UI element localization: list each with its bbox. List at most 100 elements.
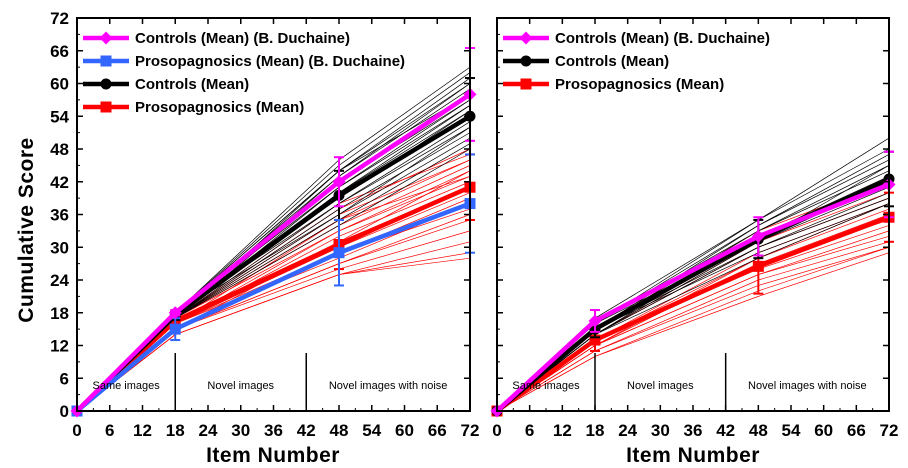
individual-control-line	[76, 126, 471, 412]
x-tick-label: 24	[199, 421, 218, 440]
y-tick-label: 18	[50, 304, 69, 323]
x-tick-label: 30	[651, 421, 670, 440]
individual-control-line	[76, 110, 471, 412]
legend-label: Controls (Mean)	[555, 53, 669, 70]
x-tick-label: 60	[395, 421, 414, 440]
individual-prosopagnosic-line	[76, 148, 471, 412]
y-tick-label: 54	[50, 107, 69, 126]
section-label: Novel images	[207, 380, 274, 392]
y-tick-label: 30	[50, 238, 69, 257]
individual-control-line	[496, 186, 890, 412]
y-tick-label: 66	[50, 42, 69, 61]
x-tick-label: 6	[525, 421, 534, 440]
individual-control-line	[76, 148, 471, 412]
y-tick-label: 0	[60, 402, 69, 421]
x-tick-label: 42	[716, 421, 735, 440]
legend-entry: Controls (Mean) (B. Duchaine)	[83, 30, 350, 47]
section-label: Novel images with noise	[748, 380, 867, 392]
y-tick-label: 48	[50, 140, 69, 159]
left-chart-panel: Same images Novel images Novel images with…	[50, 9, 479, 440]
y-tick-label: 12	[50, 337, 69, 356]
data-point	[751, 229, 765, 243]
x-tick-label: 6	[105, 421, 114, 440]
series-line-controls-mean	[75, 114, 472, 413]
legend-label: Prosopagnosics (Mean)	[135, 99, 304, 116]
series-line-prosopagnosics-mean-b-duchaine	[75, 201, 471, 413]
legend-label: Prosopagnosics (Mean)	[555, 76, 724, 93]
individual-prosopagnosic-line	[76, 170, 471, 412]
data-point	[588, 314, 602, 328]
x-tick-label: 42	[297, 421, 316, 440]
section-label: Novel images with noise	[329, 380, 448, 392]
legend-entry: Controls (Mean) (B. Duchaine)	[503, 30, 770, 47]
data-point	[752, 260, 764, 272]
x-axis-title-left: Item Number	[206, 444, 340, 467]
x-tick-label: 72	[461, 421, 480, 440]
legend-swatch-marker	[519, 31, 533, 45]
legend-label: Controls (Mean)	[135, 76, 249, 93]
individual-prosopagnosic-line	[496, 246, 890, 412]
legend-entry: Prosopagnosics (Mean)	[503, 76, 724, 93]
x-tick-label: 54	[782, 421, 801, 440]
x-tick-label: 36	[264, 421, 283, 440]
individual-control-line	[76, 115, 471, 412]
x-tick-label: 54	[362, 421, 381, 440]
individual-prosopagnosic-line	[496, 252, 890, 412]
individual-prosopagnosic-line	[76, 181, 471, 412]
individual-control-line	[496, 165, 890, 412]
y-tick-label: 36	[50, 206, 69, 225]
individual-prosopagnosic-line	[76, 170, 471, 412]
x-tick-label: 12	[553, 421, 572, 440]
section-label: Novel images	[627, 380, 694, 392]
series-line-controls-mean-b-duchaine	[495, 182, 890, 413]
individual-control-line	[496, 165, 890, 412]
legend-entry: Prosopagnosics (Mean) (B. Duchaine)	[83, 53, 405, 70]
x-tick-label: 18	[586, 421, 605, 440]
x-tick-label: 66	[428, 421, 447, 440]
x-tick-label: 12	[133, 421, 152, 440]
legend-entry: Prosopagnosics (Mean)	[83, 99, 304, 116]
data-point	[589, 334, 601, 346]
x-axis-title-right: Item Number	[626, 444, 760, 467]
legend-label: Prosopagnosics (Mean) (B. Duchaine)	[135, 53, 405, 70]
section-label: Same images	[512, 380, 580, 392]
series-line-controls-mean-b-duchaine	[75, 92, 472, 413]
individual-prosopagnosic-line	[76, 165, 471, 412]
section-label: Same images	[92, 380, 160, 392]
data-point	[332, 175, 346, 189]
legend-entry: Controls (Mean)	[83, 76, 249, 93]
y-tick-label: 42	[50, 173, 69, 192]
x-tick-label: 66	[847, 421, 866, 440]
x-tick-label: 36	[684, 421, 703, 440]
legend-swatch-marker	[520, 78, 532, 90]
legend-label: Controls (Mean) (B. Duchaine)	[135, 30, 350, 47]
individual-control-line	[76, 121, 471, 412]
series-line-prosopagnosics-mean	[495, 215, 890, 413]
individual-control-line	[76, 126, 471, 412]
x-tick-label: 72	[880, 421, 899, 440]
x-tick-label: 24	[618, 421, 637, 440]
right-chart-panel: Same images Novel images Novel images with…	[490, 17, 899, 440]
legend-swatch-marker	[99, 31, 113, 45]
y-axis-title: Cumulative Score	[15, 137, 38, 322]
y-tick-label: 6	[60, 369, 69, 388]
data-point	[333, 247, 345, 259]
x-tick-label: 18	[166, 421, 185, 440]
y-tick-label: 72	[50, 9, 69, 28]
legend-swatch-marker	[100, 78, 112, 90]
x-tick-label: 48	[749, 421, 768, 440]
x-tick-label: 0	[492, 421, 501, 440]
legend-swatch-marker	[100, 55, 112, 67]
legend-entry: Controls (Mean)	[503, 53, 669, 70]
x-tick-label: 48	[330, 421, 349, 440]
data-point	[168, 306, 182, 320]
individual-control-line	[76, 110, 471, 412]
y-tick-label: 60	[50, 75, 69, 94]
individual-control-line	[496, 154, 890, 412]
individual-control-line	[76, 132, 471, 412]
legend-swatch-marker	[100, 101, 112, 113]
y-tick-label: 24	[50, 271, 69, 290]
legend-label: Controls (Mean) (B. Duchaine)	[555, 30, 770, 47]
x-tick-label: 30	[231, 421, 250, 440]
